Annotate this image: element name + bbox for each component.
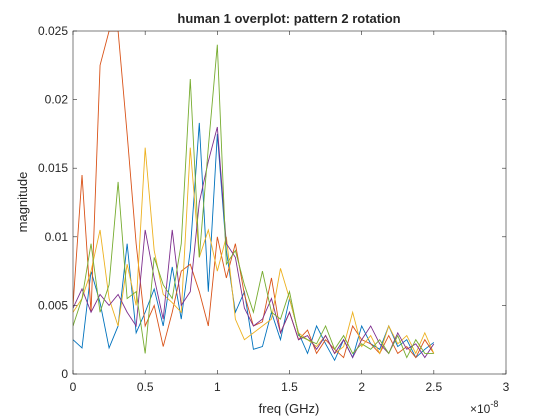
y-tick-label: 0.025 <box>38 24 68 38</box>
x-tick-label: 1.5 <box>281 380 298 394</box>
y-tick-label: 0.01 <box>45 230 69 244</box>
x-multiplier-base: ×10 <box>470 402 491 416</box>
chart-title: human 1 overplot: pattern 2 rotation <box>177 11 400 26</box>
x-tick-label: 2 <box>358 380 365 394</box>
y-tick-label: 0.02 <box>45 93 69 107</box>
x-tick-label: 1 <box>214 380 221 394</box>
x-tick-label: 0.5 <box>137 380 154 394</box>
lines <box>73 31 435 362</box>
y-axis-label: magnitude <box>15 172 30 233</box>
plot-area <box>73 31 506 374</box>
series-line <box>73 126 435 359</box>
x-axis-label: freq (GHz) <box>259 401 320 416</box>
series-line <box>73 147 435 355</box>
x-tick-label: 0 <box>70 380 77 394</box>
y-tick-label: 0 <box>61 367 68 381</box>
x-multiplier: ×10-8 <box>470 399 498 416</box>
y-tick-label: 0.005 <box>38 298 68 312</box>
x-multiplier-exponent: -8 <box>490 399 498 409</box>
series-line <box>73 44 434 359</box>
x-tick-label: 2.5 <box>425 380 442 394</box>
y-tick-label: 0.015 <box>38 161 68 175</box>
x-tick-label: 3 <box>503 380 510 394</box>
